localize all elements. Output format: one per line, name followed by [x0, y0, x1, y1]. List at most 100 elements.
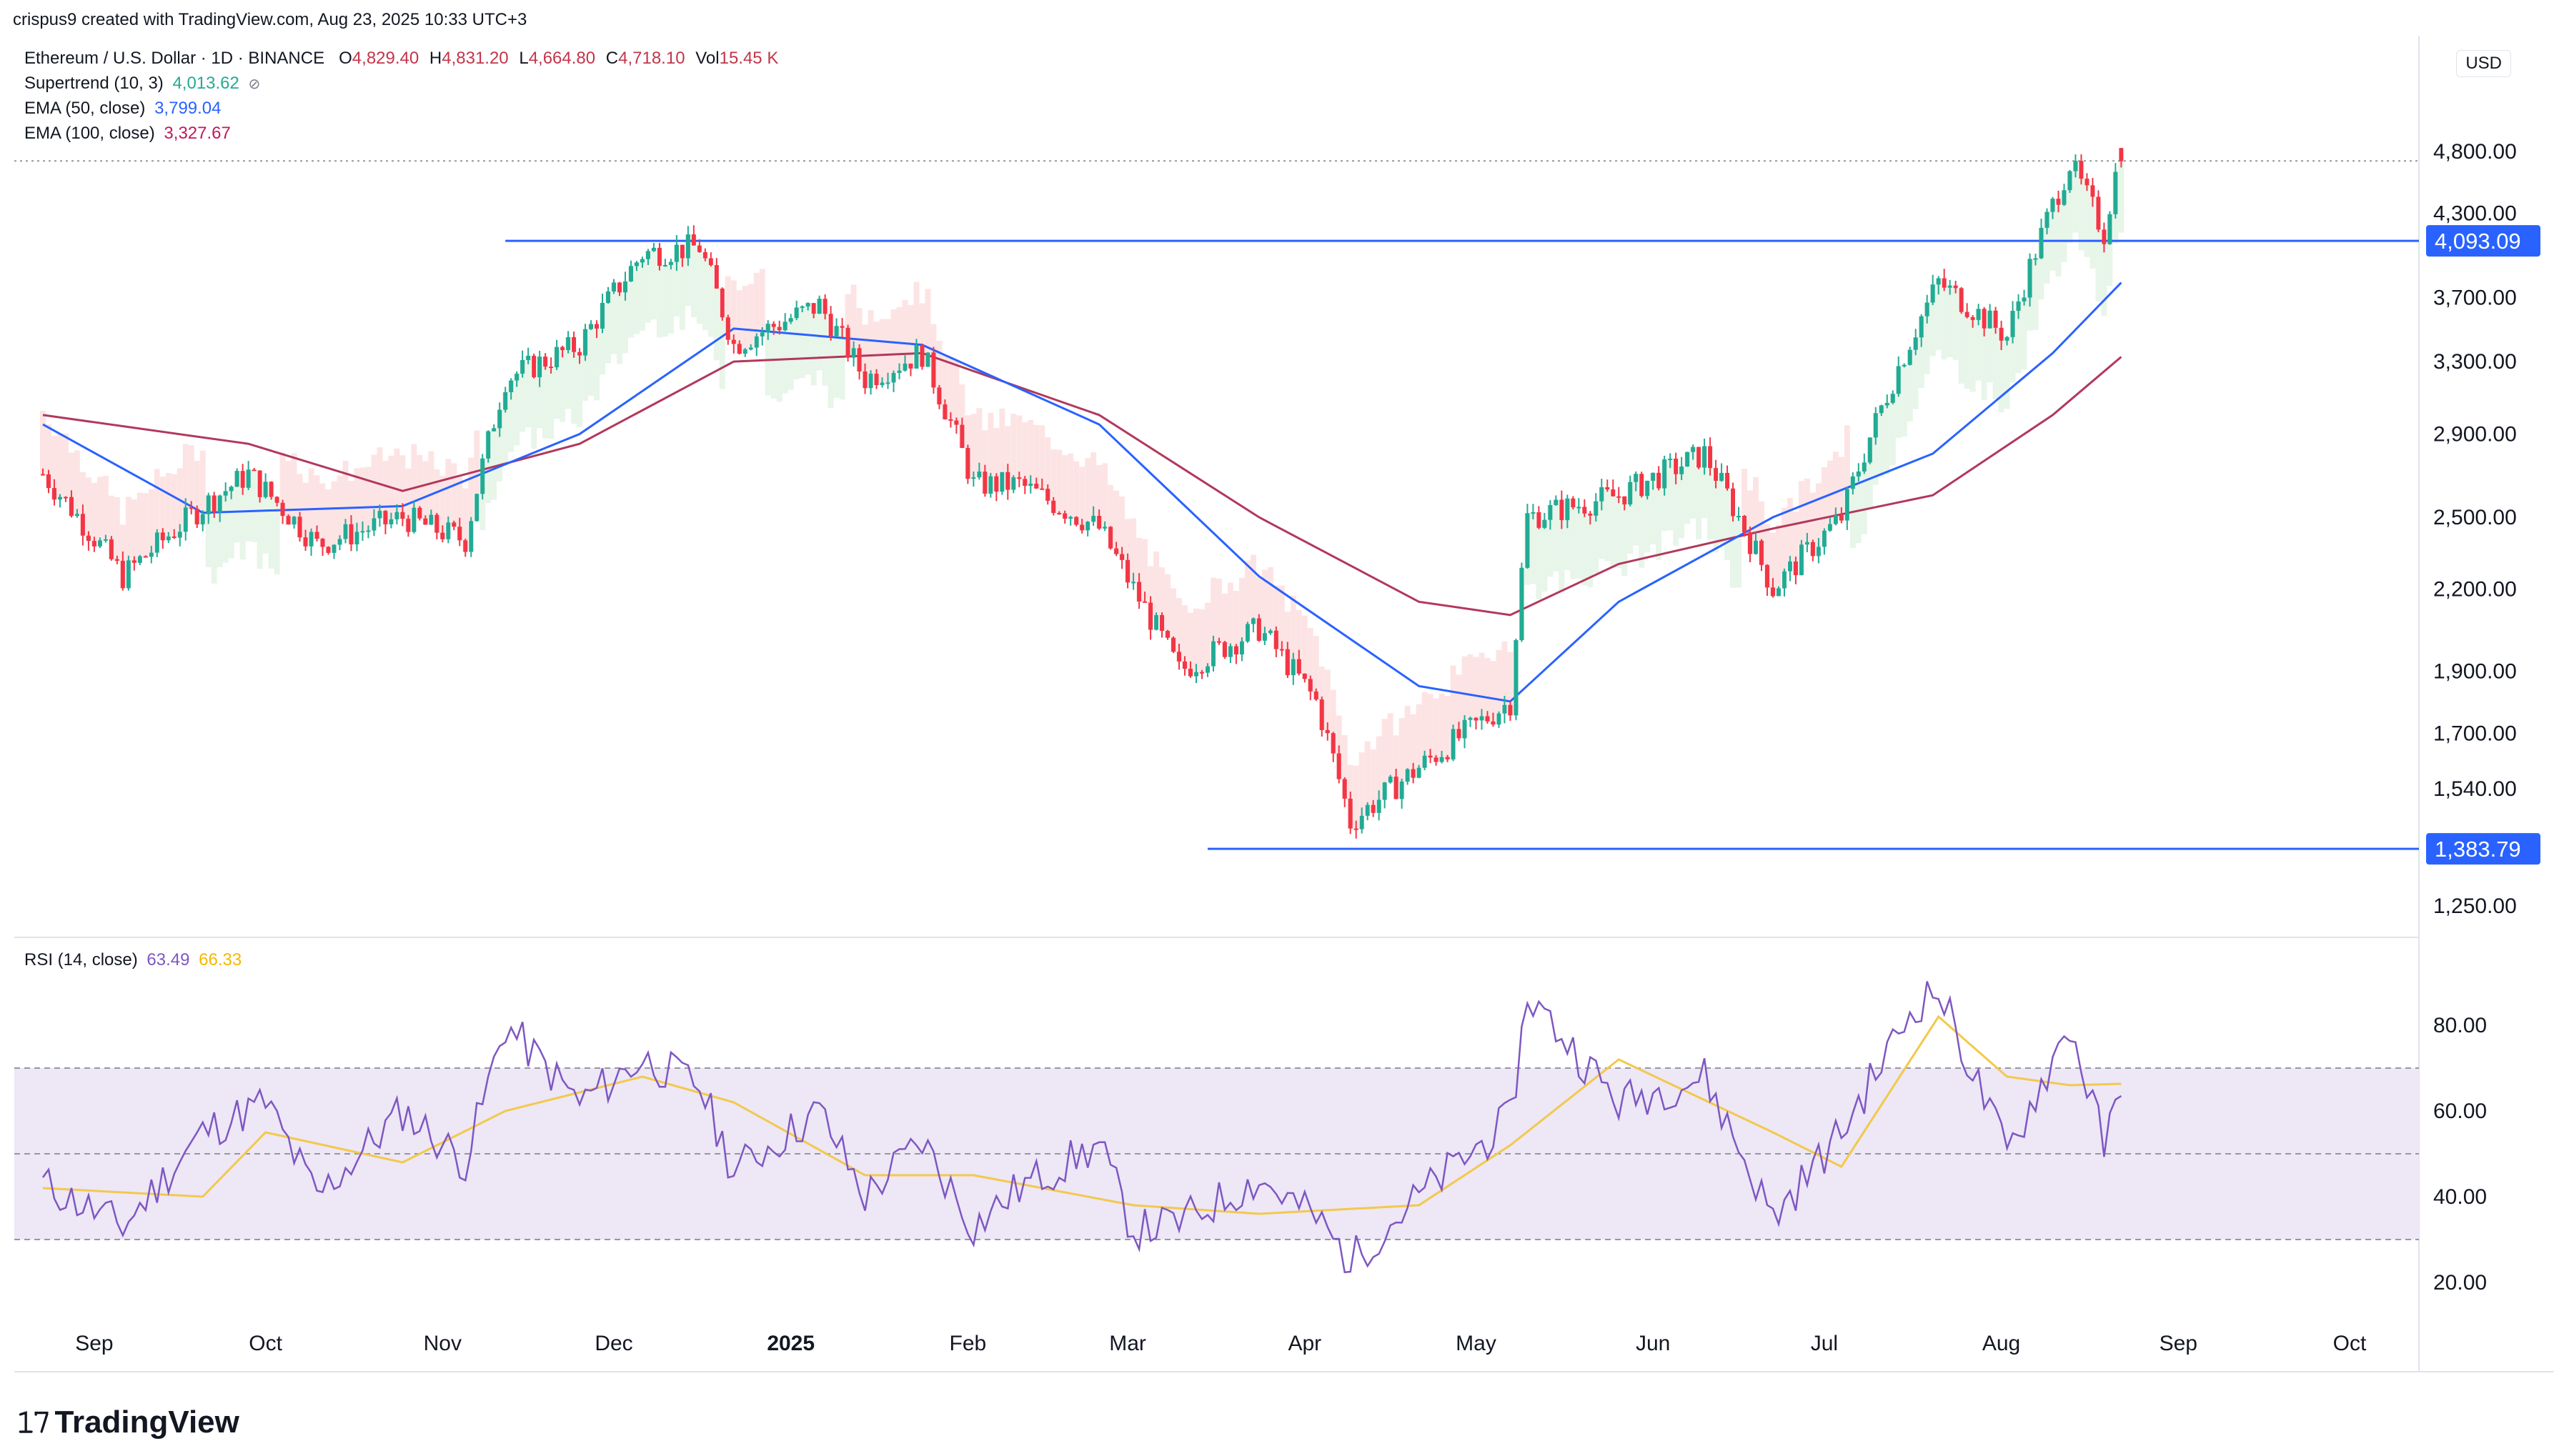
ema100-line [42, 351, 2122, 617]
supertrend-fill [520, 359, 526, 432]
supertrend-fill [1005, 426, 1011, 490]
supertrend-fill [1433, 698, 1439, 762]
candle-body [1731, 488, 1736, 517]
supertrend-fill [542, 367, 549, 439]
supertrend-fill [1701, 446, 1708, 518]
rsi-band [14, 1068, 2419, 1240]
supertrend-fill [571, 351, 577, 424]
candle-body [960, 424, 965, 449]
supertrend-label: Supertrend (10, 3) [24, 74, 164, 93]
supertrend-fill [428, 451, 434, 515]
candle-body [41, 474, 45, 476]
supertrend-fill [1981, 328, 1987, 401]
supertrend-fill [690, 245, 697, 317]
candle-body [1023, 479, 1028, 487]
candle-body [925, 352, 930, 367]
candle-body [1411, 769, 1416, 778]
supertrend-fill [1187, 612, 1193, 677]
candle-body [332, 544, 337, 553]
candle-body [1388, 777, 1393, 783]
candle-body [149, 552, 154, 557]
supertrend-fill [1809, 492, 1816, 557]
supertrend-fill [1798, 481, 1804, 545]
candle-body [297, 517, 302, 538]
supertrend-fill [1238, 577, 1245, 642]
supertrend-fill [1096, 464, 1103, 529]
supertrend-fill [1553, 499, 1559, 572]
volume-value: 15.45 K [719, 49, 779, 68]
candle-body [1662, 459, 1667, 489]
supertrend-fill [1131, 518, 1137, 582]
supertrend-fill [1536, 527, 1542, 600]
candle-body [480, 458, 485, 494]
candle-body [1936, 278, 1941, 285]
supertrend-fill [942, 355, 948, 419]
candle-body [1336, 753, 1341, 779]
candle-body [1514, 640, 1519, 716]
supertrend-fill [1336, 715, 1342, 779]
supertrend-fill [1330, 689, 1336, 754]
supertrend-fill [1730, 516, 1736, 588]
candle-body [1103, 527, 1108, 529]
supertrend-fill [1244, 560, 1251, 624]
supertrend-fill [217, 495, 223, 567]
candle-body [526, 355, 531, 360]
supertrend-fill [314, 475, 320, 539]
candle-body [622, 281, 627, 293]
candle-body [366, 530, 371, 532]
supertrend-legend[interactable]: Supertrend (10, 3) 4,013.62 ⊘ [24, 74, 260, 94]
symbol-legend: Ethereum / U.S. Dollar · 1D · BINANCE O4… [24, 49, 784, 69]
rsi-legend[interactable]: RSI (14, close) 63.49 66.33 [24, 950, 242, 970]
candle-body [423, 518, 428, 525]
supertrend-fill [1935, 278, 1942, 350]
supertrend-fill [1484, 657, 1491, 722]
candle-body [1982, 309, 1987, 329]
candle-body [1827, 524, 1832, 531]
candle-body [1399, 782, 1404, 799]
chart-credit: crispus9 created with TradingView.com, A… [13, 10, 527, 29]
candle-body [292, 517, 297, 525]
supertrend-fill [1050, 449, 1057, 513]
supertrend-fill [74, 450, 80, 514]
supertrend-fill [182, 444, 189, 508]
candle-body [86, 535, 91, 542]
supertrend-fill [56, 433, 63, 497]
candle-body [1296, 659, 1301, 674]
candle-body [212, 495, 217, 512]
candle-body [2119, 148, 2124, 161]
supertrend-fill [1176, 597, 1183, 662]
supertrend-fill [1056, 449, 1063, 514]
candle-body [520, 359, 525, 374]
ema100-legend[interactable]: EMA (100, close) 3,327.67 [24, 124, 231, 144]
supertrend-fill [1889, 394, 1896, 466]
candle-body [1599, 487, 1604, 502]
currency-selector[interactable]: USD [2456, 50, 2511, 77]
candle-body [1645, 480, 1650, 497]
tradingview-icon: 𝟷𝟽 [16, 1405, 51, 1440]
candle-body [400, 512, 405, 519]
supertrend-fill [399, 455, 406, 519]
ema50-legend[interactable]: EMA (50, close) 3,799.04 [24, 99, 222, 119]
supertrend-fill [1393, 735, 1399, 799]
candle-body [2067, 171, 2072, 191]
supertrend-fill [359, 467, 366, 532]
supertrend-fill [1952, 288, 1959, 360]
price-axis-tick: 4,300.00 [2433, 201, 2517, 225]
supertrend-fill [1958, 311, 1964, 384]
supertrend-fill [879, 319, 885, 383]
price-axis-tick: 3,700.00 [2433, 286, 2517, 309]
candle-body [1907, 349, 1912, 365]
candle-body [63, 497, 68, 499]
eye-off-icon[interactable]: ⊘ [248, 76, 261, 92]
high-label: H [429, 49, 442, 68]
supertrend-fill [1387, 713, 1393, 777]
supertrend-fill [1907, 349, 1913, 422]
candle-body [1000, 472, 1005, 492]
supertrend-fill [394, 448, 400, 512]
volume-label: Vol [695, 49, 720, 68]
candle-body [2102, 229, 2107, 244]
supertrend-fill [2021, 297, 2027, 369]
candle-body [1816, 547, 1821, 557]
supertrend-fill [913, 281, 920, 346]
